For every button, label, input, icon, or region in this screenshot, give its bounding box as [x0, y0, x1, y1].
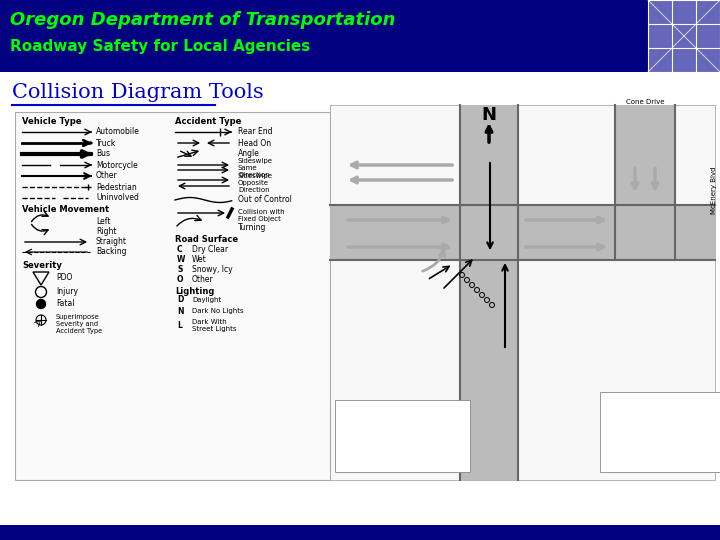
Text: Injury: Injury	[347, 422, 369, 430]
Text: Automobile: Automobile	[96, 127, 140, 137]
Text: Sideswipe
Opposite
Direction: Sideswipe Opposite Direction	[238, 173, 273, 193]
Text: W: W	[177, 254, 185, 264]
Text: Collision Diagram Tools: Collision Diagram Tools	[12, 83, 264, 102]
Circle shape	[37, 300, 45, 308]
Text: Left: Left	[96, 217, 110, 226]
Text: Accident Summary: Accident Summary	[345, 402, 426, 410]
Text: 4: 4	[392, 422, 397, 430]
Text: 10: 10	[392, 431, 402, 441]
Text: Symbols and
associated descriptions
are shown in
Exhibit 9-3: Symbols and associated descriptions are …	[605, 412, 679, 434]
Text: Angle: Angle	[238, 150, 260, 159]
Text: Truck: Truck	[96, 138, 116, 147]
Bar	[330, 205, 715, 260]
Bar	[330, 105, 715, 480]
Text: Head On: Head On	[238, 138, 271, 147]
Text: D: D	[177, 295, 184, 305]
Text: Uninvolved: Uninvolved	[96, 193, 139, 202]
Text: Cone Drive: Cone Drive	[626, 99, 665, 105]
Text: Dry Clear: Dry Clear	[192, 245, 228, 253]
Text: Fatal: Fatal	[56, 300, 74, 308]
Text: Backing: Backing	[96, 247, 127, 256]
Text: Vehicle Movement: Vehicle Movement	[22, 206, 109, 214]
Bar	[0, 72, 720, 525]
Text: Rear End: Rear End	[238, 127, 272, 137]
Bar	[460, 105, 518, 480]
Text: L: L	[177, 321, 182, 329]
Text: Bus: Bus	[96, 150, 110, 159]
Bar	[648, 0, 720, 72]
Text: Vehicle Type: Vehicle Type	[22, 118, 81, 126]
Bar	[15, 112, 330, 480]
Text: Injury: Injury	[56, 287, 78, 296]
Text: TOTAL: TOTAL	[347, 442, 371, 450]
Text: PDO: PDO	[56, 273, 73, 282]
Text: Collision with
Fixed Object: Collision with Fixed Object	[238, 208, 284, 221]
Text: Dark No Lights: Dark No Lights	[192, 308, 243, 314]
Text: Fatal: Fatal	[347, 411, 366, 421]
Text: Right: Right	[96, 227, 117, 237]
Bar	[0, 0, 720, 72]
Text: Accident Type: Accident Type	[175, 118, 241, 126]
Bar	[615, 205, 675, 260]
Text: Superimpose
Severity and
Accident Type: Superimpose Severity and Accident Type	[56, 314, 102, 334]
Bar	[460, 205, 518, 260]
Text: Pedestrian: Pedestrian	[96, 183, 137, 192]
Text: LEGEND: LEGEND	[623, 393, 657, 402]
Text: McEnery Blvd: McEnery Blvd	[711, 166, 717, 214]
Text: Motorcycle: Motorcycle	[96, 160, 138, 170]
Bar	[600, 392, 720, 472]
Text: Sideswipe
Same
Direction: Sideswipe Same Direction	[238, 158, 273, 178]
Text: Dark With
Street Lights: Dark With Street Lights	[192, 319, 236, 332]
Bar	[615, 105, 675, 260]
Text: 0: 0	[392, 411, 397, 421]
Text: Severity: Severity	[22, 260, 62, 269]
Text: Oregon Department of Transportation: Oregon Department of Transportation	[10, 11, 395, 29]
Text: Snowy, Icy: Snowy, Icy	[192, 265, 233, 273]
Text: Lighting: Lighting	[175, 287, 215, 295]
Text: Daylight: Daylight	[192, 297, 221, 303]
Text: O: O	[177, 274, 184, 284]
Text: Wet: Wet	[192, 254, 207, 264]
Text: N: N	[177, 307, 184, 315]
Text: C: C	[177, 245, 183, 253]
Text: N: N	[482, 106, 497, 124]
Text: S: S	[177, 265, 182, 273]
Text: Other: Other	[192, 274, 214, 284]
Text: Road Surface: Road Surface	[175, 235, 238, 245]
Bar	[335, 400, 470, 472]
Text: 14: 14	[392, 442, 402, 450]
Text: Other: Other	[96, 172, 118, 180]
Text: Straight: Straight	[96, 238, 127, 246]
Text: Roadway Safety for Local Agencies: Roadway Safety for Local Agencies	[10, 38, 310, 53]
Text: PDO: PDO	[347, 431, 364, 441]
Text: Turning: Turning	[238, 222, 266, 232]
Bar	[0, 525, 720, 540]
Text: Out of Control: Out of Control	[238, 195, 292, 205]
